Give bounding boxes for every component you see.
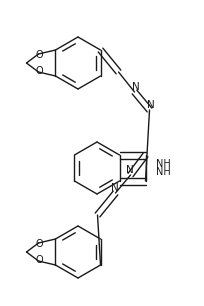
Text: NH: NH [155, 159, 170, 169]
Text: N: N [147, 100, 154, 110]
Text: N: N [126, 165, 133, 175]
Text: O: O [36, 50, 43, 60]
Text: NH: NH [155, 167, 170, 177]
Text: O: O [36, 66, 43, 76]
Text: N: N [132, 82, 139, 92]
Text: O: O [36, 255, 43, 265]
Text: O: O [36, 239, 43, 249]
Text: N: N [111, 183, 118, 193]
